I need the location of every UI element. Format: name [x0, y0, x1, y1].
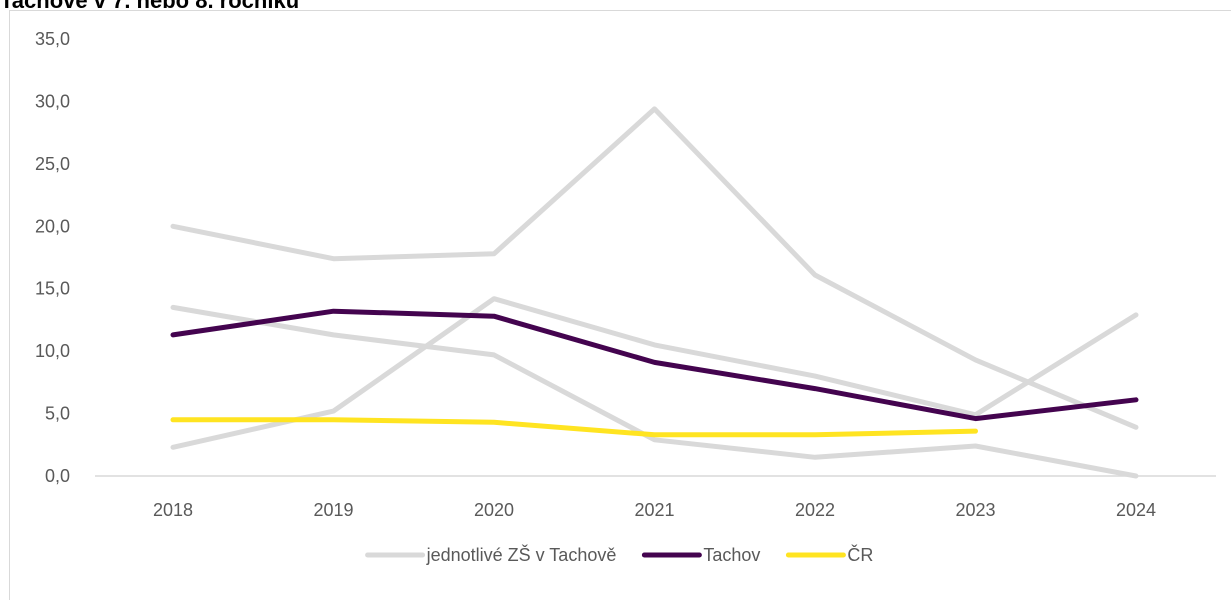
legend-label: Tachov [703, 545, 760, 565]
series-line-0 [170, 106, 1139, 430]
x-tick-label: 2019 [313, 500, 353, 520]
x-tick-label: 2020 [474, 500, 514, 520]
series-line-4 [170, 417, 978, 438]
y-tick-label: 10,0 [35, 341, 70, 361]
x-tick-label: 2023 [955, 500, 995, 520]
legend: jednotlivé ZŠ v Tachově Tachov ČR [365, 544, 873, 565]
y-tick-label: 5,0 [45, 404, 70, 424]
series-line-3 [170, 308, 1139, 422]
legend-label: ČR [847, 544, 873, 565]
x-tick-label: 2018 [153, 500, 193, 520]
y-axis: 0,0 5,0 10,0 15,0 20,0 25,0 30,0 35,0 [35, 29, 70, 486]
legend-label: jednotlivé ZŠ v Tachově [426, 544, 617, 565]
x-tick-label: 2022 [795, 500, 835, 520]
chart-title: Tachově v 7. nebo 8. ročníku [0, 0, 300, 13]
series-line-2 [170, 296, 1139, 450]
series-line-1 [170, 304, 1139, 479]
y-tick-label: 35,0 [35, 29, 70, 49]
x-tick-label: 2024 [1116, 500, 1156, 520]
x-tick-label: 2021 [634, 500, 674, 520]
y-tick-label: 30,0 [35, 91, 70, 111]
series-layer [170, 106, 1139, 479]
chart-frame [9, 10, 1231, 600]
y-tick-label: 0,0 [45, 466, 70, 486]
y-tick-label: 20,0 [35, 216, 70, 236]
y-tick-label: 15,0 [35, 279, 70, 299]
x-axis: 2018 2019 2020 2021 2022 2023 2024 [95, 475, 1216, 520]
y-tick-label: 25,0 [35, 154, 70, 174]
